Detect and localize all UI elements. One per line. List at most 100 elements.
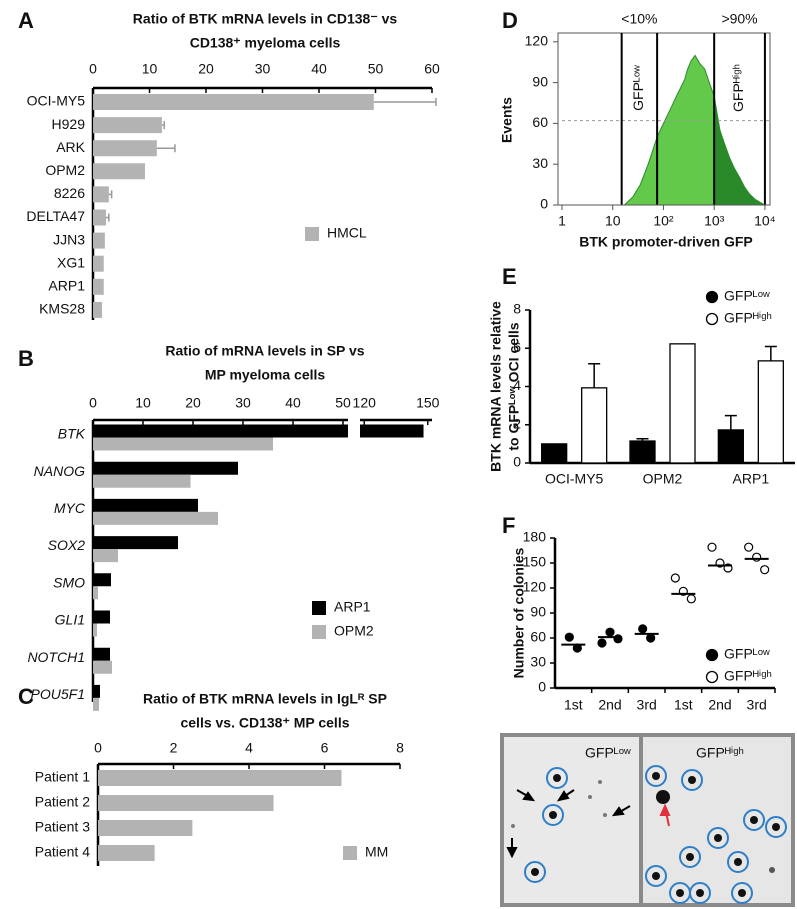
point xyxy=(605,627,615,637)
panel-letter: C xyxy=(18,684,34,709)
point xyxy=(686,594,696,604)
arrows xyxy=(506,789,671,859)
bar xyxy=(541,443,568,464)
region-label: GFPᴴⁱᵍʰ xyxy=(730,64,746,112)
y-tick-label: Patient 1 xyxy=(35,769,90,785)
region-share: >90% xyxy=(721,11,757,27)
bar xyxy=(93,94,374,110)
bar xyxy=(93,461,238,475)
error-bar xyxy=(161,121,165,130)
legend-marker xyxy=(705,670,719,684)
error-bar xyxy=(588,362,601,388)
legend-label: ARP1 xyxy=(334,599,371,615)
legend-marker xyxy=(705,648,719,662)
legend-swatch xyxy=(343,846,357,860)
y-tick-label: OPM2 xyxy=(45,162,85,178)
y-axis-title: BTK mRNA levels relative xyxy=(488,301,504,472)
x-tick-label: OPM2 xyxy=(643,471,683,487)
bar xyxy=(93,163,145,180)
legend-swatch xyxy=(312,601,326,615)
x-tick-label: 4 xyxy=(245,740,253,756)
x-tick-label: 10 xyxy=(142,61,158,77)
bar xyxy=(93,623,97,637)
legend-label: GFPᴸᵒʷ xyxy=(724,288,770,304)
x-tick-label: OCI-MY5 xyxy=(545,471,604,487)
point xyxy=(670,573,680,583)
y-tick-label: NOTCH1 xyxy=(27,649,85,665)
legend-label: MM xyxy=(365,844,388,860)
bar xyxy=(93,209,106,226)
point xyxy=(646,633,656,643)
bar xyxy=(669,343,696,464)
x-tick-label: 10³ xyxy=(704,213,725,229)
x-tick-label: 10 xyxy=(135,395,151,411)
bar xyxy=(93,186,109,203)
y-tick-label: 8226 xyxy=(54,185,85,201)
x-tick-label: 20 xyxy=(198,61,214,77)
y-tick-label: 30 xyxy=(532,155,548,171)
legend-label: HMCL xyxy=(327,225,367,241)
chart-title: Ratio of mRNA levels in SP vs xyxy=(165,343,364,359)
x-tick-label: 50 xyxy=(335,395,351,411)
area-fill-high xyxy=(714,96,765,205)
y-tick-label: 90 xyxy=(530,604,546,620)
y-tick-label: NANOG xyxy=(34,463,85,479)
y-tick-label: GLI1 xyxy=(55,612,85,628)
x-tick-label: 1 xyxy=(558,213,566,229)
bar xyxy=(93,511,218,525)
panel-letter: A xyxy=(18,8,34,33)
x-tick-label: 0 xyxy=(94,740,102,756)
point xyxy=(564,632,574,642)
y-tick-label: 120 xyxy=(523,579,547,595)
y-tick-label: ARP1 xyxy=(48,278,85,294)
point xyxy=(613,634,623,644)
point xyxy=(760,565,770,575)
bar xyxy=(93,117,162,134)
x-tick-label: 3rd xyxy=(637,697,657,713)
y-tick-label: 0 xyxy=(540,196,548,212)
x-tick-label: 30 xyxy=(255,61,271,77)
y-axis-title: Number of colonies xyxy=(511,547,527,678)
y-tick-label: ARK xyxy=(56,139,85,155)
bar xyxy=(629,440,656,464)
x-tick-label: 10⁴ xyxy=(754,213,776,229)
bar xyxy=(93,586,98,600)
y-tick-label: BTK xyxy=(58,426,86,442)
error-bar xyxy=(724,414,737,430)
y-tick-label: KMS28 xyxy=(39,301,85,317)
x-tick-label: 3rd xyxy=(747,697,767,713)
x-tick-label: 40 xyxy=(285,395,301,411)
x-tick-label: 2nd xyxy=(708,697,731,713)
density-line xyxy=(624,54,766,206)
y-tick-label: Patient 2 xyxy=(35,794,90,810)
x-tick-label: 40 xyxy=(311,61,327,77)
bar xyxy=(93,549,118,563)
panel-letter: E xyxy=(502,264,517,289)
bar xyxy=(98,820,193,836)
panel-letter: D xyxy=(502,8,518,33)
error-bar xyxy=(105,213,110,222)
legend-marker xyxy=(705,312,719,326)
bar xyxy=(93,424,424,438)
bar xyxy=(581,387,608,464)
micrograph-label: GFPᴴⁱᵍʰ xyxy=(696,745,744,761)
bar xyxy=(93,278,104,295)
error-bar xyxy=(156,144,176,153)
chart-title: cells vs. CD138⁺ MP cells xyxy=(180,715,349,731)
bar xyxy=(93,697,99,711)
error-bar xyxy=(373,98,437,106)
y-tick-label: 30 xyxy=(530,654,546,670)
y-tick-label: 0 xyxy=(513,454,521,470)
colony-circles xyxy=(524,765,787,904)
error-bar xyxy=(764,345,777,361)
x-tick-label: 8 xyxy=(396,740,404,756)
bar xyxy=(93,301,103,318)
x-tick-label: 2nd xyxy=(598,697,621,713)
region-share: <10% xyxy=(621,11,657,27)
bar xyxy=(93,610,110,624)
y-tick-label: 180 xyxy=(523,529,547,545)
y-tick-label: 4 xyxy=(513,377,521,393)
y-axis-title: to GFPᴸᵒʷ OCI cells xyxy=(506,322,522,450)
y-tick-label: 60 xyxy=(532,114,548,130)
point xyxy=(638,624,648,634)
